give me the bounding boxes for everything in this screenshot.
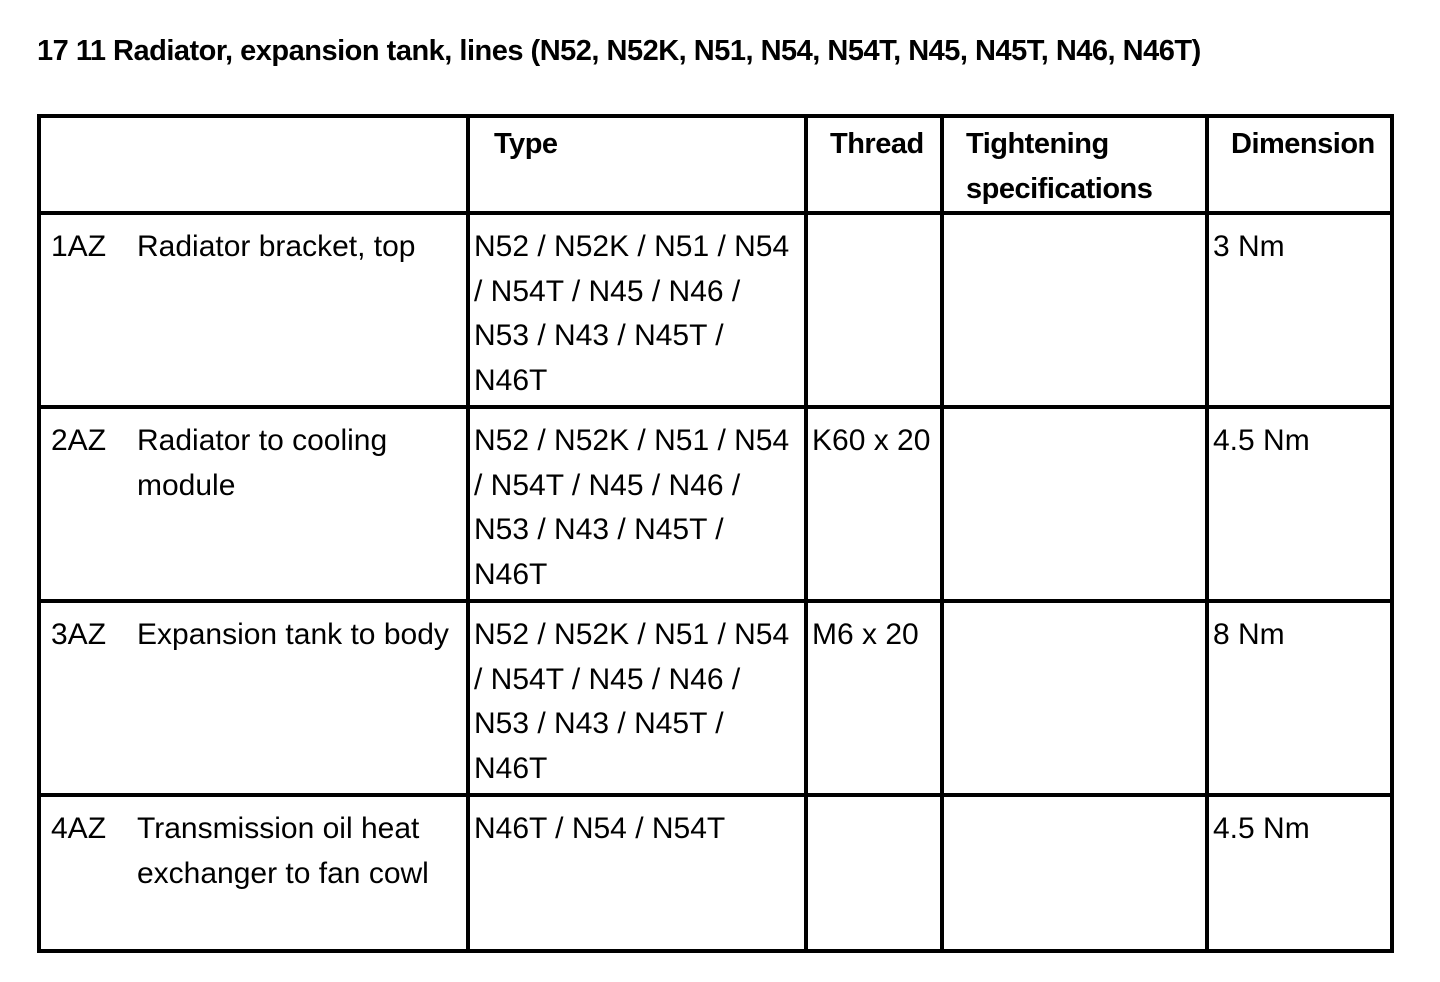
row-dimension: 4.5 Nm [1205, 405, 1394, 603]
row-id: 4AZ [51, 812, 107, 845]
row-description: Radiator to cooling module [137, 424, 388, 502]
row-description: Expansion tank to body [137, 618, 449, 651]
row-type: N52 / N52K / N51 / N54 / N54T / N45 / N4… [466, 405, 808, 603]
row-id: 1AZ [51, 230, 107, 263]
document-title: 17 11 Radiator, expansion tank, lines (N… [37, 35, 1201, 67]
row-id: 2AZ [51, 424, 107, 457]
row-type: N52 / N52K / N51 / N54 / N54T / N45 / N4… [466, 211, 808, 409]
row-thread [804, 211, 944, 409]
table-row: 3AZ Expansion tank to body N52 / N52K / N… [37, 599, 1394, 797]
header-blank [37, 114, 470, 215]
row-tightening [940, 211, 1209, 409]
row-tightening [940, 405, 1209, 603]
row-id: 3AZ [51, 618, 107, 651]
row-type: N52 / N52K / N51 / N54 / N54T / N45 / N4… [466, 599, 808, 797]
row-dimension: 4.5 Nm [1205, 793, 1394, 953]
torque-table: Type Thread Tightening specifications Di… [37, 114, 1394, 953]
row-thread: M6 x 20 [804, 599, 944, 797]
table-row: 1AZ Radiator bracket, top N52 / N52K / N5… [37, 211, 1394, 409]
row-type: N46T / N54 / N54T [466, 793, 808, 953]
header-dimension: Dimension [1205, 114, 1394, 215]
header-thread: Thread [804, 114, 944, 215]
table-row: 4AZ Transmission oil heat exchanger to fa… [37, 793, 1394, 953]
row-dimension: 3 Nm [1205, 211, 1394, 409]
row-description: Transmission oil heat exchanger to fan c… [137, 812, 429, 890]
header-tightening: Tightening specifications [940, 114, 1209, 215]
row-description: Radiator bracket, top [137, 230, 416, 263]
header-row: Type Thread Tightening specifications Di… [37, 114, 1394, 215]
row-thread [804, 793, 944, 953]
row-tightening [940, 793, 1209, 953]
table-row: 2AZ Radiator to cooling module N52 / N52K… [37, 405, 1394, 603]
row-dimension: 8 Nm [1205, 599, 1394, 797]
row-tightening [940, 599, 1209, 797]
row-thread: K60 x 20 [804, 405, 944, 603]
header-type: Type [466, 114, 808, 215]
